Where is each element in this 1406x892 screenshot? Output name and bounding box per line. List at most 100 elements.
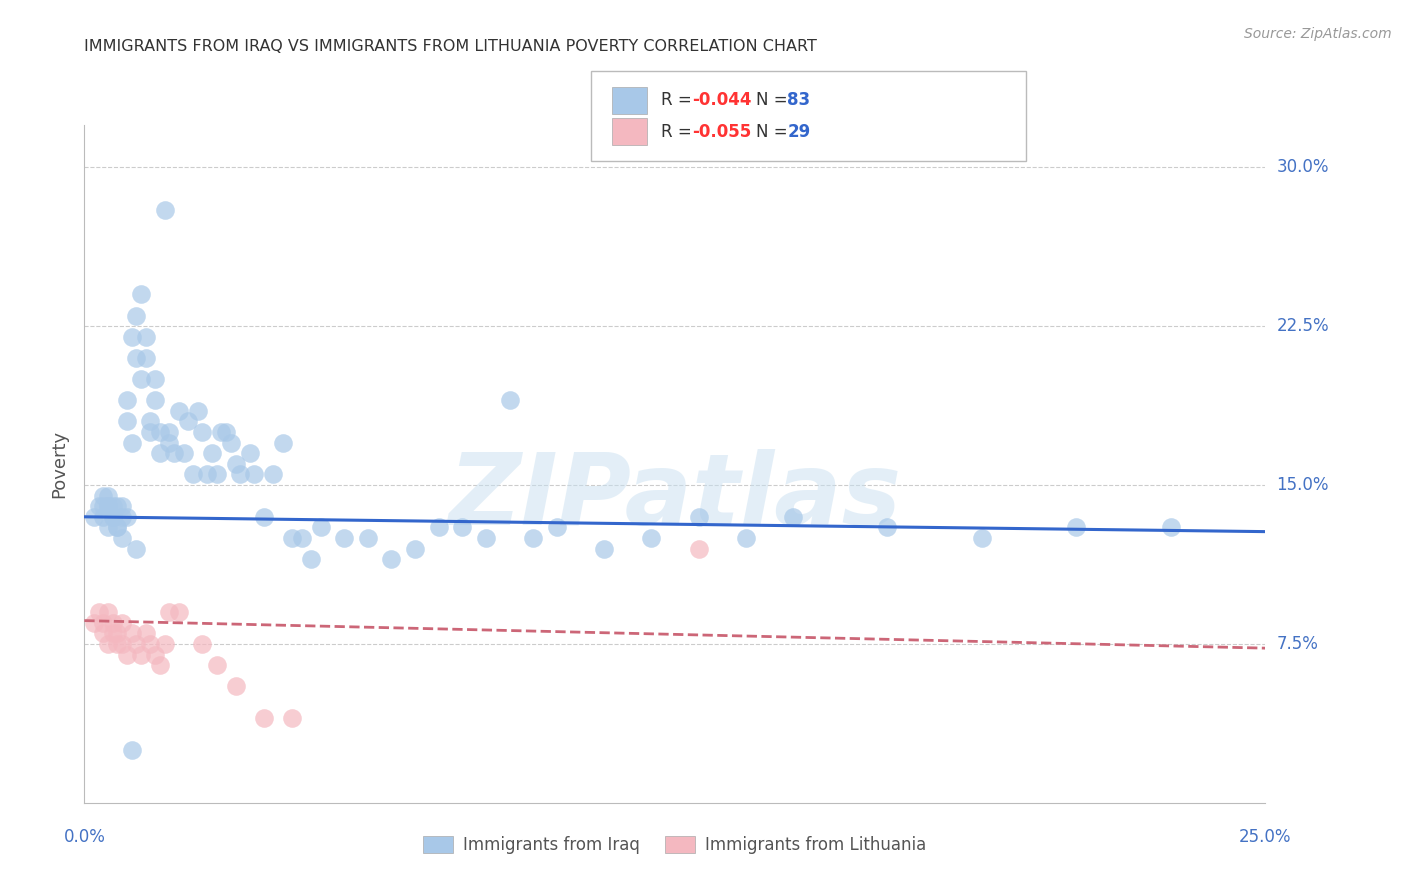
Point	[243, 467, 266, 482]
Point	[97, 605, 120, 619]
Point	[91, 626, 114, 640]
Point	[239, 446, 262, 460]
Point	[125, 637, 148, 651]
Point	[101, 500, 124, 514]
Point	[97, 500, 120, 514]
Point	[125, 309, 148, 323]
Point	[97, 520, 120, 534]
Point	[475, 531, 498, 545]
Point	[111, 615, 134, 630]
Point	[107, 520, 129, 534]
Point	[215, 425, 238, 439]
Point	[139, 425, 162, 439]
Point	[149, 425, 172, 439]
Point	[205, 467, 228, 482]
Point	[291, 531, 314, 545]
Point	[427, 520, 450, 534]
Point	[121, 330, 143, 344]
Point	[157, 605, 180, 619]
Point	[205, 658, 228, 673]
Point	[83, 509, 105, 524]
Point	[191, 637, 214, 651]
Point	[1066, 520, 1088, 534]
Point	[87, 605, 110, 619]
Text: 25.0%: 25.0%	[1239, 828, 1292, 846]
Point	[219, 435, 242, 450]
Point	[97, 500, 120, 514]
Text: N =: N =	[756, 122, 793, 141]
Point	[91, 615, 114, 630]
Point	[271, 435, 294, 450]
Point	[333, 531, 356, 545]
Point	[91, 509, 114, 524]
Point	[688, 509, 710, 524]
Point	[451, 520, 474, 534]
Point	[262, 467, 284, 482]
Point	[135, 626, 157, 640]
Point	[91, 500, 114, 514]
Point	[115, 393, 138, 408]
Y-axis label: Poverty: Poverty	[51, 430, 69, 498]
Point	[87, 500, 110, 514]
Point	[135, 351, 157, 365]
Point	[734, 531, 756, 545]
Point	[522, 531, 544, 545]
Point	[404, 541, 426, 556]
Point	[83, 615, 105, 630]
Point	[135, 330, 157, 344]
Point	[115, 414, 138, 429]
Point	[129, 287, 152, 301]
Point	[149, 658, 172, 673]
Text: N =: N =	[756, 91, 793, 110]
Point	[281, 531, 304, 545]
Point	[173, 446, 195, 460]
Point	[209, 425, 232, 439]
Text: -0.044: -0.044	[692, 91, 751, 110]
Point	[97, 637, 120, 651]
Point	[782, 509, 804, 524]
Text: 22.5%: 22.5%	[1277, 318, 1329, 335]
Text: 15.0%: 15.0%	[1277, 476, 1329, 494]
Point	[111, 509, 134, 524]
Point	[125, 541, 148, 556]
Point	[143, 648, 166, 662]
Point	[91, 489, 114, 503]
Point	[299, 552, 322, 566]
Text: R =: R =	[661, 91, 697, 110]
Point	[253, 711, 276, 725]
Point	[167, 605, 190, 619]
Point	[1160, 520, 1182, 534]
Point	[225, 457, 247, 471]
Point	[111, 637, 134, 651]
Point	[640, 531, 662, 545]
Point	[129, 372, 152, 386]
Point	[181, 467, 204, 482]
Point	[107, 500, 129, 514]
Point	[546, 520, 568, 534]
Text: 0.0%: 0.0%	[63, 828, 105, 846]
Point	[125, 351, 148, 365]
Point	[101, 626, 124, 640]
Text: 83: 83	[787, 91, 810, 110]
Point	[121, 435, 143, 450]
Point	[121, 743, 143, 757]
Point	[229, 467, 252, 482]
Point	[970, 531, 993, 545]
Point	[149, 446, 172, 460]
Point	[281, 711, 304, 725]
Point	[593, 541, 616, 556]
Text: 7.5%: 7.5%	[1277, 635, 1319, 653]
Point	[107, 626, 129, 640]
Point	[187, 404, 209, 418]
Text: 29: 29	[787, 122, 811, 141]
Point	[101, 509, 124, 524]
Point	[115, 648, 138, 662]
Point	[101, 615, 124, 630]
Point	[121, 626, 143, 640]
Point	[177, 414, 200, 429]
Point	[139, 414, 162, 429]
Text: 30.0%: 30.0%	[1277, 158, 1329, 177]
Point	[157, 435, 180, 450]
Point	[167, 404, 190, 418]
Point	[195, 467, 218, 482]
